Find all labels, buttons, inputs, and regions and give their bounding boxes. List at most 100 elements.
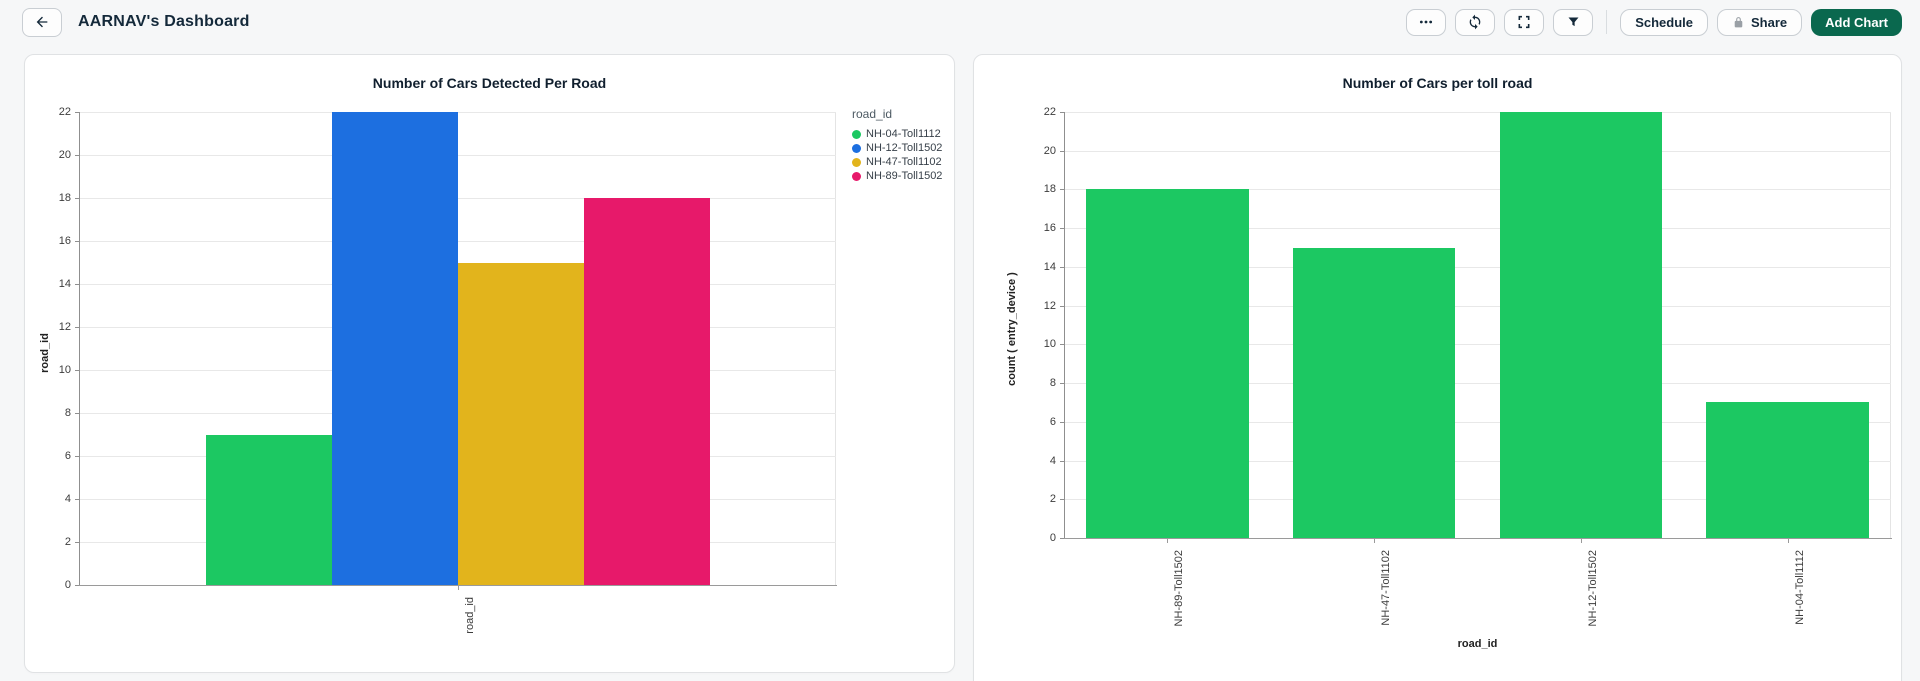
y-tick-mark: [1060, 499, 1064, 501]
legend-item-NH-47-Toll1102[interactable]: NH-47-Toll1102: [852, 155, 942, 169]
chart-title: Number of Cars per toll road: [1342, 75, 1533, 91]
y-tick-label: 10: [1043, 338, 1056, 351]
bar-NH-47-Toll1102[interactable]: [1292, 247, 1456, 538]
legend-label: NH-12-Toll1502: [866, 142, 943, 154]
y-tick-label: 20: [58, 149, 71, 161]
y-tick-mark: [1060, 112, 1064, 113]
schedule-button[interactable]: Schedule: [1620, 8, 1709, 36]
x-tick-mark: [1167, 539, 1169, 543]
x-tick-label-text: NH-89-Toll1502: [1173, 550, 1186, 627]
chart-card-cars-detected-per-road: Number of Cars Detected Per Road 0 2 4 6 8 10…: [24, 54, 955, 673]
header-actions: Schedule Share Add Chart: [1406, 8, 1902, 36]
legend-item-NH-89-Toll1502[interactable]: NH-89-Toll1502: [852, 169, 942, 183]
add-chart-button[interactable]: Add Chart: [1811, 8, 1902, 36]
toolbar-divider: [1606, 10, 1608, 34]
y-tick-mark: [75, 585, 79, 586]
y-axis-line: [1064, 112, 1065, 538]
y-axis-line: [79, 112, 80, 585]
dashboard-header: AARNAV's Dashboard Schedule: [0, 0, 1920, 44]
y-axis-title-text: road_id: [39, 332, 51, 373]
more-options-button[interactable]: [1406, 8, 1447, 36]
refresh-icon: [1467, 14, 1483, 30]
gridline: [1064, 344, 1891, 346]
legend-title: road_id: [852, 107, 893, 121]
y-tick-mark: [1060, 150, 1064, 152]
y-tick-mark: [1060, 538, 1064, 539]
bar-NH-12-Toll1502[interactable]: [331, 112, 458, 585]
gridline: [1064, 421, 1891, 423]
bar-NH-12-Toll1502[interactable]: [1499, 112, 1663, 538]
gridline: [79, 198, 836, 199]
x-tick-label-text: NH-12-Toll1502: [1586, 550, 1599, 627]
x-tick-mark: [1580, 539, 1582, 543]
gridline: [1064, 266, 1891, 268]
back-button[interactable]: [22, 7, 62, 37]
y-tick-label: 18: [58, 192, 71, 204]
y-tick-label: 12: [1043, 299, 1056, 312]
gridline: [1064, 460, 1891, 462]
gridline: [1064, 305, 1891, 307]
y-tick-mark: [1060, 344, 1064, 346]
plot-area: [79, 112, 836, 585]
x-tick-label-text: road_id: [463, 597, 476, 634]
gridline: [79, 241, 836, 242]
x-tick-mark: [1374, 539, 1376, 543]
y-tick-mark: [1060, 305, 1064, 307]
legend: road_id NH-04-Toll1112 NH-12-Toll1502 NH-47…: [852, 107, 942, 183]
share-button[interactable]: Share: [1717, 8, 1803, 36]
y-axis-title-text: count ( entry_device ): [1006, 272, 1018, 386]
gridline: [79, 112, 836, 113]
arrow-left-icon: [34, 14, 50, 30]
y-tick-mark: [75, 542, 79, 543]
gridline: [1064, 189, 1891, 191]
y-tick-label: 12: [58, 321, 71, 333]
y-tick-mark: [1060, 421, 1064, 423]
y-tick-label: 8: [1049, 377, 1056, 390]
y-tick-label: 22: [58, 106, 71, 118]
y-tick-label: 16: [1043, 222, 1056, 235]
y-tick-mark: [1060, 189, 1064, 191]
gridline: [79, 155, 836, 156]
bar-NH-04-Toll1112[interactable]: [1706, 402, 1869, 538]
y-tick-label: 18: [1043, 183, 1056, 196]
legend-label: NH-47-Toll1102: [866, 156, 942, 168]
gridline: [1064, 228, 1891, 230]
y-tick-label: 20: [1043, 144, 1056, 157]
legend-item-NH-12-Toll1502[interactable]: NH-12-Toll1502: [852, 141, 942, 155]
bar-chart-cars-per-toll-road: 0 2 4 6 8 10 12 14 16 18 20 22 NH-89-Toll1502 NH-47-T…: [974, 55, 1901, 681]
y-tick-mark: [75, 198, 79, 199]
y-tick-label: 4: [1049, 454, 1056, 467]
gridline: [1064, 150, 1891, 152]
gridline: [1064, 383, 1891, 385]
gridline: [1064, 112, 1891, 113]
y-tick-label: 8: [64, 407, 71, 419]
x-tick-label-text: NH-04-Toll1112: [1793, 550, 1806, 625]
legend-label: NH-04-Toll1112: [866, 128, 941, 140]
x-tick-label-text: NH-47-Toll1102: [1380, 550, 1393, 626]
y-tick-label: 0: [1049, 532, 1056, 544]
y-tick-label: 6: [64, 450, 71, 462]
x-axis-title: road_id: [1457, 638, 1498, 650]
x-axis-line: [79, 585, 837, 586]
bar-NH-47-Toll1102[interactable]: [457, 262, 584, 585]
filter-button[interactable]: [1553, 8, 1594, 36]
bar-NH-89-Toll1502[interactable]: [583, 198, 710, 585]
y-tick-label: 14: [1043, 260, 1056, 273]
refresh-button[interactable]: [1455, 8, 1496, 36]
lock-icon: [1732, 16, 1745, 29]
legend-swatch-icon: [852, 171, 861, 181]
y-tick-label: 4: [64, 493, 71, 505]
y-tick-label: 2: [1049, 493, 1056, 506]
gridline: [1064, 499, 1891, 501]
legend-item-NH-04-Toll1112[interactable]: NH-04-Toll1112: [852, 127, 942, 141]
y-tick-label: 2: [64, 536, 71, 548]
share-button-label: Share: [1751, 14, 1788, 30]
fullscreen-button[interactable]: [1504, 8, 1545, 36]
y-tick-label: 10: [58, 364, 71, 376]
y-tick-mark: [75, 155, 79, 156]
y-tick-mark: [75, 456, 79, 457]
bar-NH-89-Toll1502[interactable]: [1086, 189, 1249, 538]
bar-NH-04-Toll1112[interactable]: [205, 434, 332, 585]
page-title: AARNAV's Dashboard: [78, 13, 250, 30]
bar-chart-cars-detected-per-road: 0 2 4 6 8 10 12 14 16 18 20 22 road_id road_id road_id…: [25, 55, 954, 672]
